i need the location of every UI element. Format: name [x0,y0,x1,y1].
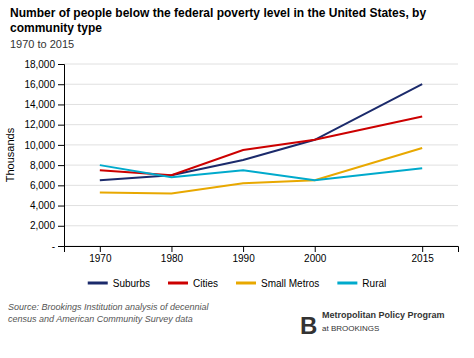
legend-label: Cities [193,278,218,289]
y-tick-mark [58,64,64,65]
x-tick-mark [100,246,101,252]
x-tick: 1990 [232,246,255,264]
y-tick-mark [58,84,64,85]
grid-line [64,64,458,65]
x-tick-mark [315,246,316,252]
grid-line [64,165,458,166]
y-tick-label: 2,000 [30,220,55,231]
y-tick: 10,000 [24,140,64,151]
y-tick: 16,000 [24,79,64,90]
y-tick: 6,000 [30,180,64,191]
x-tick-mark [243,246,244,252]
y-tick: 2,000 [30,220,64,231]
grid-line [64,124,458,125]
y-tick-mark [58,165,64,166]
grid-line [64,84,458,85]
x-tick-label: 1990 [232,253,255,264]
logo: B Metropolitan Policy Program at BROOKINGS [300,310,445,339]
grid-line [64,104,458,105]
y-tick-mark [58,104,64,105]
y-axis-line [58,65,65,247]
series-line [100,165,422,180]
legend-item: Rural [337,278,386,289]
legend-item: Cities [168,278,218,289]
y-tick: 14,000 [24,99,64,110]
y-tick-mark [58,246,64,247]
legend: Suburbs Cities Small Metros Rural [88,278,387,289]
y-axis: - 2,000 4,000 6,000 8,000 10,000 12,000 14,000 1… [24,59,64,252]
x-axis: 1970 1980 1990 2000 2015 [65,246,459,264]
y-tick-label: 14,000 [24,99,55,110]
chart: Number of people below the federal pover… [0,0,474,358]
x-tick: 1970 [89,246,112,264]
series-line [100,117,422,176]
legend-swatch [88,282,108,285]
y-tick-label: 12,000 [24,119,55,130]
legend-label: Rural [362,278,386,289]
x-tick: 2015 [412,246,435,264]
annotation: B [300,312,317,339]
x-tick-label: 2000 [304,253,327,264]
y-tick: - [52,241,64,252]
x-tick-mark [171,246,172,252]
y-tick: 8,000 [30,160,64,171]
grid [64,64,458,246]
grid-line [64,185,458,186]
x-tick-label: 1970 [89,253,112,264]
y-tick-label: 4,000 [30,200,55,211]
lines [100,84,422,193]
y-tick-label: 6,000 [30,180,55,191]
x-tick-mark [422,246,423,252]
series-line [100,84,422,180]
y-tick-mark [58,206,64,207]
annotation: Metropolitan Policy Program [322,310,445,320]
legend-item: Small Metros [236,278,319,289]
source: Source: Brookings Institution analysis o… [8,302,210,324]
y-tick: 12,000 [24,119,64,130]
y-tick-mark [58,125,64,126]
grid-line [64,225,458,226]
y-tick-label: 10,000 [24,140,55,151]
title: Number of people below the federal pover… [10,6,426,35]
y-axis-title: Thousands [4,127,16,182]
subtitle: 1970 to 2015 [10,38,74,50]
legend-swatch [236,282,256,285]
y-tick-mark [58,145,64,146]
grid-line [64,144,458,145]
y-tick-label: 8,000 [30,160,55,171]
legend-swatch [337,282,357,285]
x-tick-label: 1980 [161,253,184,264]
y-tick-label: 16,000 [24,79,55,90]
annotation: at BROOKINGS [322,324,379,333]
x-tick-label: 2015 [412,253,435,264]
grid-line [64,205,458,206]
x-tick: 2000 [304,246,327,264]
y-tick: 4,000 [30,200,64,211]
y-tick: 18,000 [24,59,64,70]
series-line [100,148,422,194]
legend-label: Small Metros [261,278,319,289]
y-tick-label: 18,000 [24,59,55,70]
y-tick-label: - [52,241,55,252]
legend-swatch [168,282,188,285]
x-tick: 1980 [161,246,184,264]
y-tick-mark [58,226,64,227]
y-tick-mark [58,185,64,186]
legend-label: Suburbs [113,278,150,289]
x-axis-line [65,247,459,253]
legend-item: Suburbs [88,278,150,289]
